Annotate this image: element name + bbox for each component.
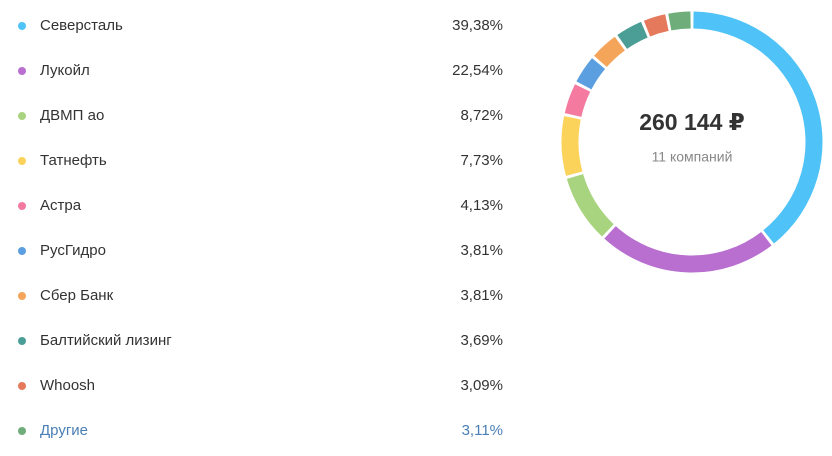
- donut-segment: [668, 11, 691, 31]
- value-label[interactable]: 3,11%: [462, 422, 503, 439]
- donut-segment: [604, 225, 772, 273]
- legend-label: Whoosh: [40, 377, 95, 394]
- value-label: 3,69%: [460, 332, 503, 349]
- legend-label: Сбер Банк: [40, 287, 114, 304]
- donut-segment: [566, 173, 614, 237]
- legend-dot: [18, 247, 26, 255]
- legend-dot: [18, 292, 26, 300]
- legend-dot[interactable]: [18, 427, 26, 435]
- value-label: 3,81%: [460, 242, 503, 259]
- value-label: 3,81%: [460, 287, 503, 304]
- other-link[interactable]: Другие: [40, 422, 88, 439]
- value-label: 4,13%: [460, 197, 503, 214]
- center-total: 260 144 ₽: [639, 109, 745, 135]
- legend-label: Северсталь: [40, 17, 123, 34]
- legend-label: РусГидро: [40, 242, 106, 259]
- center-count: 11 компаний: [652, 149, 733, 165]
- legend-dot: [18, 382, 26, 390]
- donut-segment: [564, 84, 591, 118]
- legend-label: Астра: [40, 197, 82, 214]
- donut-segment: [617, 21, 648, 50]
- legend-dot: [18, 202, 26, 210]
- legend-label: Балтийский лизинг: [40, 332, 172, 349]
- legend-label: Татнефть: [40, 152, 107, 169]
- value-label: 8,72%: [460, 107, 503, 124]
- donut-segment: [576, 58, 606, 90]
- donut-segment: [561, 116, 583, 176]
- legend-dot: [18, 337, 26, 345]
- value-label: 39,38%: [452, 17, 503, 34]
- legend-dot: [18, 157, 26, 165]
- value-label: 22,54%: [452, 62, 503, 79]
- legend-label: Лукойл: [40, 62, 90, 79]
- legend-dot: [18, 22, 26, 30]
- donut-segment: [693, 11, 823, 244]
- legend-dot: [18, 67, 26, 75]
- legend-dot: [18, 112, 26, 120]
- donut-segment: [643, 14, 669, 37]
- value-label: 3,09%: [460, 377, 503, 394]
- legend-label: ДВМП ао: [40, 107, 104, 124]
- value-label: 7,73%: [460, 152, 503, 169]
- donut-segment: [594, 36, 625, 68]
